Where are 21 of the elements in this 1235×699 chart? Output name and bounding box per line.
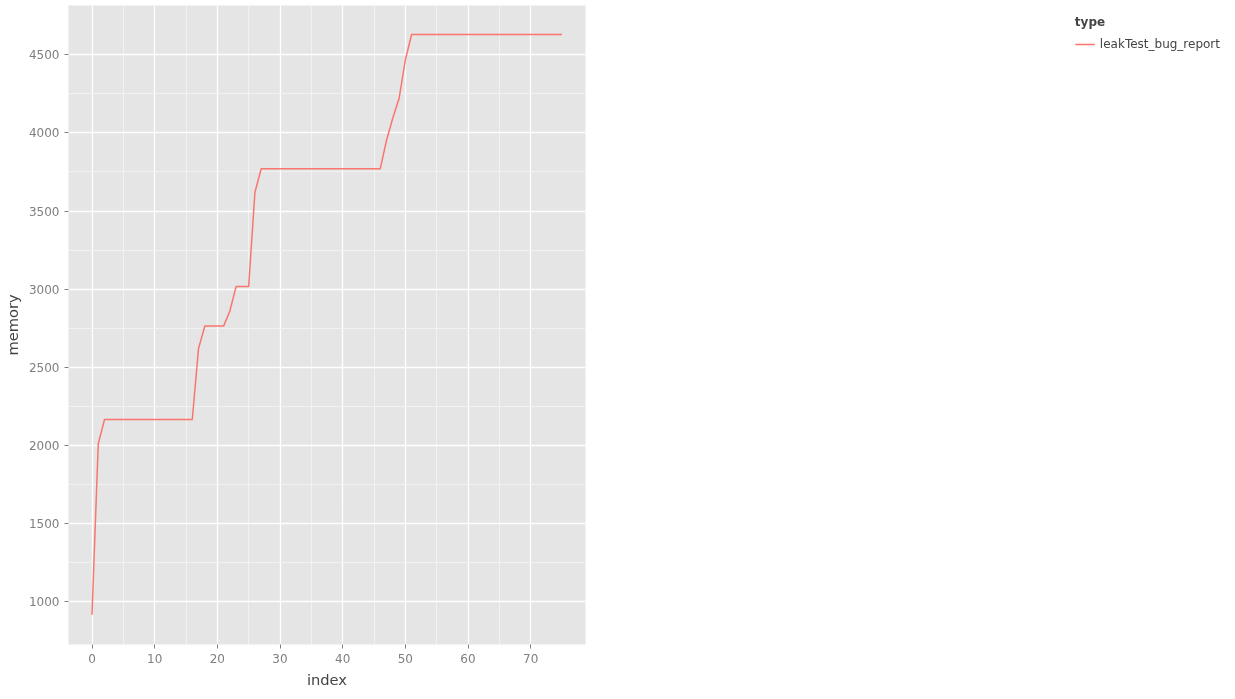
x-tick-label: 40 — [335, 651, 351, 666]
y-tick-label: 2000 — [28, 438, 60, 453]
y-axis-title: memory — [3, 294, 21, 356]
y-tick-label: 4500 — [28, 48, 60, 63]
x-tick-label: 0 — [88, 651, 96, 666]
line-series — [91, 33, 563, 616]
y-tick-label: 4000 — [28, 126, 60, 141]
y-tick-label: 3500 — [28, 204, 60, 219]
y-tick-label: 1500 — [28, 516, 60, 531]
x-tick-label: 10 — [147, 651, 163, 666]
legend-label: leakTest_bug_report — [1099, 37, 1220, 51]
x-tick-label: 70 — [523, 651, 539, 666]
legend-title: type — [1074, 15, 1107, 29]
x-axis-title: index — [306, 670, 348, 688]
y-tick-label: 1000 — [28, 594, 60, 609]
x-tick-label: 20 — [209, 651, 225, 666]
x-tick-label: 60 — [460, 651, 476, 666]
x-tick-label: 30 — [272, 651, 288, 666]
y-tick-label: 3000 — [28, 282, 60, 297]
y-tick-label: 2500 — [28, 360, 60, 375]
x-tick-label: 50 — [397, 651, 413, 666]
